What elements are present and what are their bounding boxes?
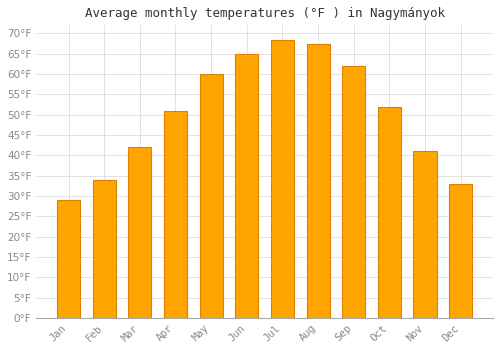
- Bar: [306, 43, 330, 318]
- Bar: [414, 151, 436, 318]
- Bar: [164, 111, 187, 318]
- Bar: [235, 54, 258, 318]
- Bar: [128, 147, 152, 318]
- Bar: [271, 40, 294, 318]
- Bar: [92, 180, 116, 318]
- Title: Average monthly temperatures (°F ) in Nagymányok: Average monthly temperatures (°F ) in Na…: [84, 7, 444, 20]
- Bar: [200, 74, 222, 318]
- Bar: [449, 184, 472, 318]
- Bar: [342, 66, 365, 318]
- Bar: [57, 200, 80, 318]
- Bar: [378, 106, 401, 318]
